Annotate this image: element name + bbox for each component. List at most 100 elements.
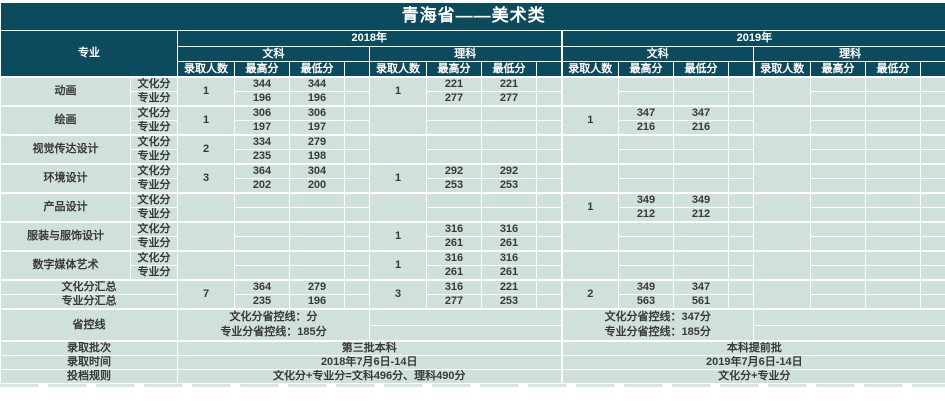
blank-cell [344, 221, 370, 237]
blank-cell [728, 163, 754, 179]
blank-cell [536, 294, 562, 310]
max-score-cell: 316 [426, 221, 482, 237]
count-cell: 1 [369, 250, 427, 281]
blank-cell [536, 91, 562, 107]
max-score-cell: 253 [426, 178, 482, 194]
max-score-header: 最高分 [810, 61, 866, 78]
blank-cell [728, 294, 754, 310]
count-cell [753, 221, 811, 252]
blank-cell [919, 134, 945, 150]
blank-cell [919, 91, 945, 107]
province-line-2018-professional: 专业分省控线：185分 [220, 326, 327, 338]
score-type-cell: 专业分 [130, 149, 178, 165]
max-score-cell [426, 192, 482, 208]
blank-cell [344, 163, 370, 179]
count-cell [560, 134, 619, 165]
min-score-cell [289, 250, 345, 266]
blank-cell [919, 207, 945, 223]
min-score-cell [865, 149, 921, 165]
min-score-cell: 316 [481, 250, 537, 266]
blank-cell [728, 265, 754, 281]
score-type-cell: 文化分 [130, 134, 178, 150]
min-score-cell [673, 91, 729, 107]
score-type-cell: 文化分 [130, 221, 178, 237]
blank-cell [344, 294, 370, 310]
max-score-cell [810, 91, 866, 107]
major-row: 专业分 202 200 253 253 [1, 178, 945, 194]
blank-cell [728, 221, 754, 237]
blank-cell [728, 279, 754, 295]
summary-min-cell: 347 [673, 279, 729, 295]
blank-cell [919, 163, 945, 179]
province-line-2019-culture: 文化分省控线：347分 [604, 311, 711, 323]
cutoff-next-row-strip [0, 384, 945, 393]
count-cell [177, 250, 235, 281]
rule-2018: 文化分+专业分=文科496分、理科490分 [177, 369, 562, 384]
min-score-cell [289, 192, 345, 208]
max-score-header: 最高分 [426, 61, 482, 78]
min-score-cell: 253 [481, 178, 537, 194]
summary-count-cell: 3 [369, 279, 427, 310]
max-score-cell [618, 163, 674, 179]
min-score-cell: 216 [673, 120, 729, 136]
max-score-cell: 221 [426, 76, 482, 92]
summary-professional-label: 专业分汇总 [0, 294, 178, 310]
province-line-label: 省控线 [0, 308, 178, 342]
major-name-cell: 动画 [0, 76, 131, 107]
blank-cell [728, 207, 754, 223]
major-name-cell: 数字媒体艺术 [0, 250, 131, 281]
score-type-cell: 专业分 [130, 236, 178, 252]
major-row: 产品设计 文化分 1 349 349 [0, 192, 945, 223]
min-score-cell [865, 163, 921, 179]
min-score-header: 最低分 [865, 61, 921, 78]
score-type-cell: 专业分 [130, 265, 178, 281]
min-score-header: 最低分 [481, 61, 537, 78]
score-type-cell: 文化分 [130, 76, 178, 92]
max-score-cell: 261 [426, 236, 482, 252]
blank-header [344, 61, 370, 78]
min-score-cell [865, 134, 921, 150]
min-score-cell: 196 [289, 91, 345, 107]
min-score-cell: 279 [289, 134, 345, 150]
blank-cell [344, 76, 370, 92]
summary-max-cell [810, 279, 866, 295]
count-cell: 1 [177, 105, 235, 136]
count-header: 录取人数 [369, 61, 427, 78]
count-cell [753, 192, 811, 223]
summary-count-cell [753, 279, 811, 310]
count-cell: 2 [177, 134, 235, 165]
max-score-cell [810, 76, 866, 92]
blank-cell [536, 120, 562, 136]
min-score-cell [481, 120, 537, 136]
blank-cell [919, 105, 945, 121]
count-cell: 1 [369, 76, 427, 107]
summary-max-cell: 563 [618, 294, 674, 310]
summary-min-cell: 196 [289, 294, 345, 310]
blank-cell [728, 76, 754, 92]
count-cell: 3 [177, 163, 235, 194]
max-score-cell [810, 192, 866, 208]
province-line-2018-science-empty [369, 308, 562, 326]
min-score-cell [481, 134, 537, 150]
summary-min-cell [865, 294, 921, 310]
max-score-cell [234, 250, 290, 266]
score-type-cell: 文化分 [130, 192, 178, 208]
max-score-cell [810, 134, 866, 150]
major-row: 绘画 文化分 1 306 306 1 347 347 [0, 105, 945, 136]
min-score-cell [673, 163, 729, 179]
max-score-cell: 277 [426, 91, 482, 107]
score-type-cell: 专业分 [130, 207, 178, 223]
blank-cell [919, 236, 945, 252]
time-2019: 2019年7月6日-14日 [560, 355, 945, 370]
min-score-cell [481, 105, 537, 121]
min-score-cell [481, 192, 537, 208]
min-score-cell [865, 236, 921, 252]
max-score-cell [618, 250, 674, 266]
min-score-cell [673, 221, 729, 237]
min-score-header: 最低分 [673, 61, 729, 78]
score-type-cell: 专业分 [130, 178, 178, 194]
major-name-cell: 视觉传达设计 [0, 134, 131, 165]
max-score-cell [234, 265, 290, 281]
max-score-cell: 216 [618, 120, 674, 136]
count-cell [560, 76, 619, 107]
